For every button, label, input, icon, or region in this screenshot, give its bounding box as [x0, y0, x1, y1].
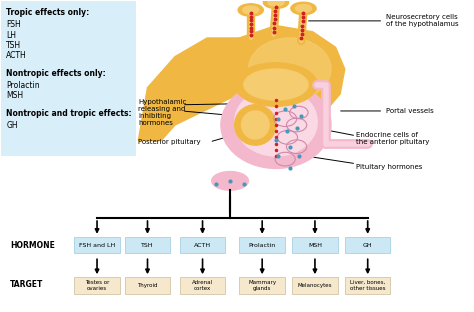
FancyBboxPatch shape — [125, 277, 170, 294]
Text: Neurosecretory cells
of the hypothalamus: Neurosecretory cells of the hypothalamus — [309, 14, 459, 27]
Text: Prolactin: Prolactin — [248, 243, 276, 248]
FancyBboxPatch shape — [239, 237, 285, 253]
FancyBboxPatch shape — [345, 277, 391, 294]
Text: Portal vessels: Portal vessels — [341, 108, 434, 114]
Text: Pituitary hormones: Pituitary hormones — [356, 164, 423, 170]
Text: Nontropic and tropic effects:: Nontropic and tropic effects: — [6, 109, 132, 118]
Text: Mammary
glands: Mammary glands — [248, 280, 276, 291]
Polygon shape — [239, 26, 345, 125]
Text: GH: GH — [363, 243, 373, 248]
FancyBboxPatch shape — [345, 237, 391, 253]
Text: FSH and LH: FSH and LH — [79, 243, 115, 248]
FancyBboxPatch shape — [292, 237, 337, 253]
Text: Tropic effects only:: Tropic effects only: — [6, 8, 90, 17]
Text: TSH: TSH — [6, 41, 21, 50]
Text: TARGET: TARGET — [10, 280, 43, 289]
Text: Endocrine cells of
the anterior pituitary: Endocrine cells of the anterior pituitar… — [356, 132, 429, 145]
Ellipse shape — [243, 6, 259, 14]
Text: Posterior pituitary: Posterior pituitary — [138, 139, 201, 145]
Text: Testes or
ovaries: Testes or ovaries — [85, 280, 109, 291]
FancyBboxPatch shape — [74, 277, 120, 294]
Text: TSH: TSH — [141, 243, 154, 248]
Polygon shape — [138, 38, 239, 140]
Ellipse shape — [244, 69, 308, 100]
Text: FSH: FSH — [6, 20, 21, 29]
FancyBboxPatch shape — [74, 237, 120, 253]
Text: MSH: MSH — [6, 91, 23, 100]
Text: Melanocytes: Melanocytes — [298, 283, 332, 288]
Ellipse shape — [221, 81, 331, 168]
Ellipse shape — [235, 88, 317, 156]
FancyBboxPatch shape — [125, 237, 170, 253]
Text: GH: GH — [6, 121, 18, 130]
Ellipse shape — [235, 63, 317, 106]
FancyBboxPatch shape — [292, 277, 337, 294]
Text: Liver, bones,
other tissues: Liver, bones, other tissues — [350, 280, 385, 291]
Text: ACTH: ACTH — [194, 243, 211, 248]
Text: MSH: MSH — [308, 243, 322, 248]
FancyBboxPatch shape — [180, 237, 225, 253]
Text: Hypothalamic
releasing and
inhibiting
hormones: Hypothalamic releasing and inhibiting ho… — [138, 99, 187, 125]
FancyBboxPatch shape — [0, 1, 136, 156]
Text: HORMONE: HORMONE — [10, 241, 55, 250]
Text: LH: LH — [6, 31, 16, 40]
Ellipse shape — [212, 172, 248, 190]
Ellipse shape — [248, 38, 331, 100]
Ellipse shape — [238, 4, 264, 16]
Text: ACTH: ACTH — [6, 51, 27, 60]
Ellipse shape — [295, 5, 311, 12]
Text: Nontropic effects only:: Nontropic effects only: — [6, 69, 106, 78]
Ellipse shape — [291, 2, 316, 15]
Ellipse shape — [264, 0, 289, 8]
Ellipse shape — [235, 105, 276, 145]
Ellipse shape — [242, 111, 269, 139]
Ellipse shape — [268, 0, 284, 6]
Text: Thyroid: Thyroid — [137, 283, 158, 288]
Text: Adrenal
cortex: Adrenal cortex — [192, 280, 213, 291]
Text: Prolactin: Prolactin — [6, 81, 40, 90]
FancyBboxPatch shape — [180, 277, 225, 294]
FancyBboxPatch shape — [239, 277, 285, 294]
